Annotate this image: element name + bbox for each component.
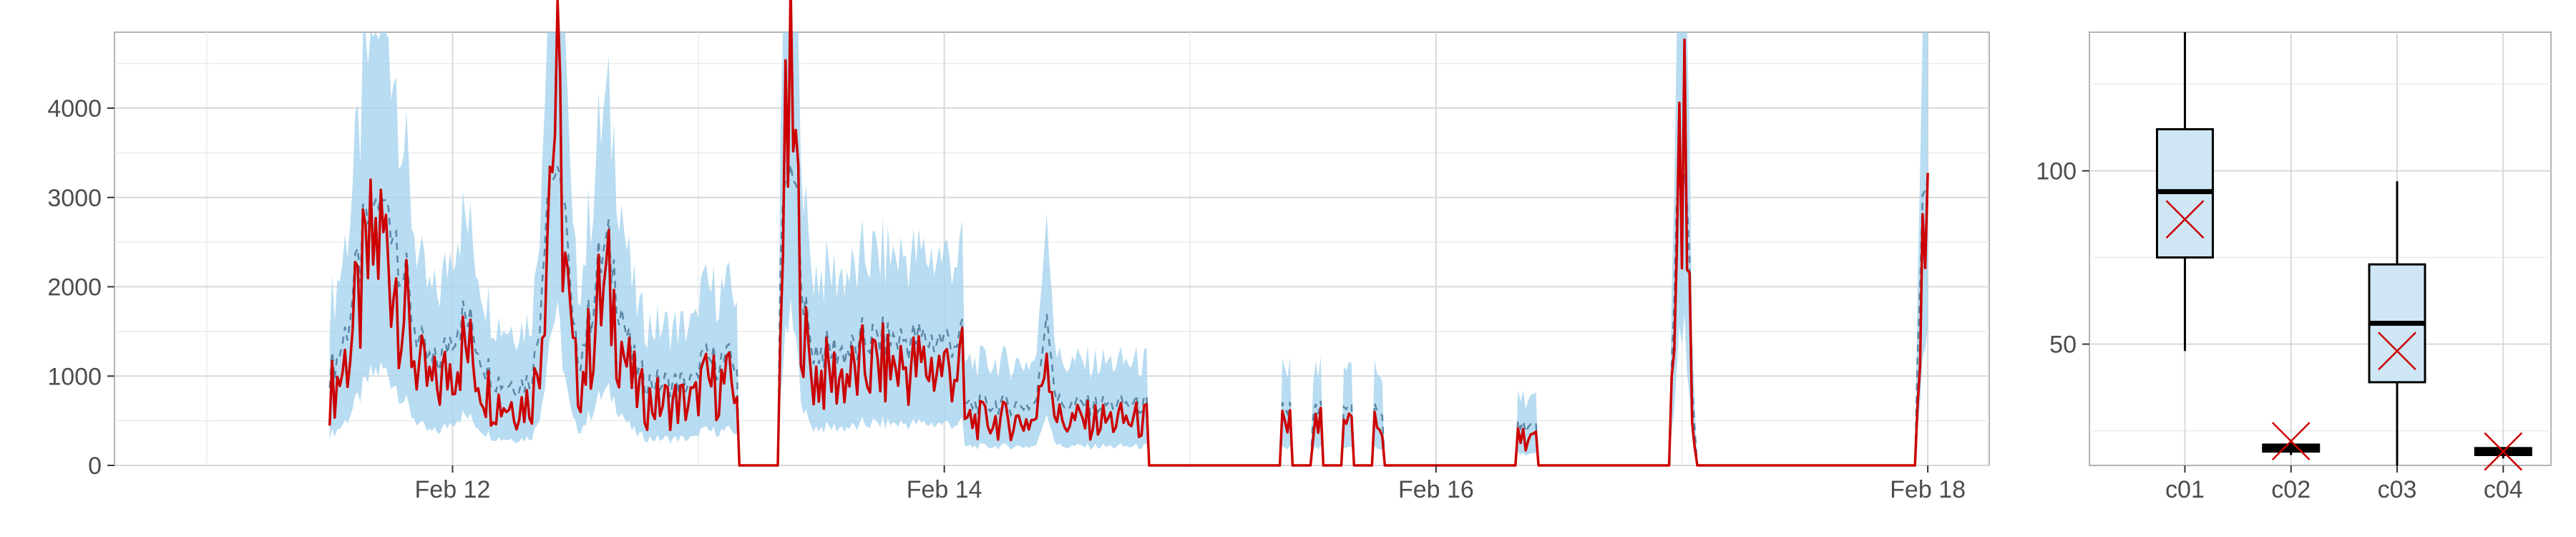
x-tick-label: Feb 12	[415, 476, 491, 503]
timeseries-marks	[328, 0, 1929, 467]
box-c03	[2368, 181, 2426, 465]
box-category-label: c03	[2378, 476, 2417, 503]
boxplot-x-axis: c01 c02 c03 c04	[2165, 465, 2523, 503]
y-tick-label: 2000	[47, 274, 102, 301]
mean-marker	[2484, 432, 2523, 471]
box-c02	[2262, 422, 2321, 461]
boxplot-y-axis: 50 100	[2036, 158, 2089, 359]
box-category-label: c02	[2271, 476, 2311, 503]
mean-marker	[2271, 422, 2311, 461]
box-category-label: c04	[2484, 476, 2523, 503]
boxplot-marks	[2155, 32, 2532, 471]
y-tick-label: 1000	[47, 363, 102, 390]
box-c01	[2155, 32, 2214, 352]
box-category-label: c01	[2165, 476, 2205, 503]
y-tick-label: 4000	[47, 95, 102, 122]
boxplot-plot-frame	[2089, 32, 2552, 466]
boxplot-panel: 50 100 c01 c02 c03 c04	[2036, 32, 2552, 503]
observed-series-line	[328, 0, 1929, 467]
box-c04	[2474, 432, 2532, 471]
x-tick-label: Feb 18	[1890, 476, 1966, 503]
timeseries-y-axis: 0 1000 2000 3000 4000	[47, 95, 114, 480]
x-tick-label: Feb 14	[907, 476, 982, 503]
mean-marker	[2165, 200, 2205, 239]
box-y-tick-label: 100	[2036, 158, 2077, 185]
y-tick-label: 3000	[47, 185, 102, 212]
mean-marker	[2378, 332, 2416, 371]
box-y-tick-label: 50	[2049, 332, 2077, 359]
x-tick-label: Feb 16	[1398, 476, 1474, 503]
prediction-median-line	[328, 164, 1929, 467]
timeseries-x-axis: Feb 12 Feb 14 Feb 16 Feb 18	[415, 465, 1966, 503]
y-tick-label: 0	[88, 453, 102, 480]
